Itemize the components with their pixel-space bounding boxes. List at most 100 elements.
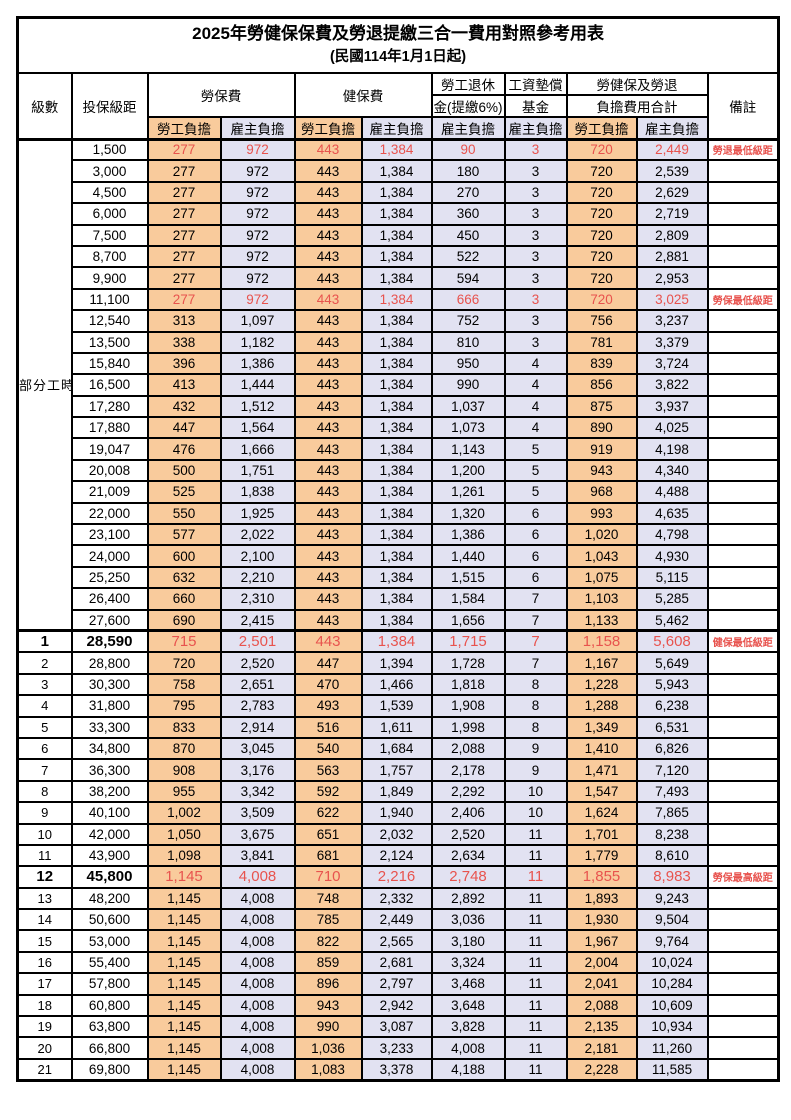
bracket-cell: 19,047 bbox=[70, 437, 149, 461]
value-cell: 1,471 bbox=[565, 758, 638, 782]
value-cell: 1,515 bbox=[430, 565, 506, 590]
level-cell: 12 bbox=[16, 865, 73, 889]
value-cell: 950 bbox=[430, 351, 506, 376]
table-row: 17,880 447 1,564 443 1,384 1,073 4 890 4,025 bbox=[18, 416, 780, 440]
table-row: 4 31,800 795 2,783 493 1,539 1,908 8 1,288 6,238 bbox=[16, 694, 780, 718]
value-cell: 972 bbox=[219, 137, 296, 162]
remark-cell bbox=[706, 159, 780, 183]
value-cell: 2,100 bbox=[219, 544, 296, 568]
value-cell: 5,649 bbox=[635, 651, 709, 675]
value-cell: 4,008 bbox=[219, 1014, 296, 1039]
value-cell: 277 bbox=[146, 266, 222, 290]
value-cell: 1,757 bbox=[360, 758, 433, 782]
value-cell: 1,050 bbox=[146, 822, 222, 846]
value-cell: 990 bbox=[430, 373, 506, 397]
value-cell: 1,145 bbox=[146, 1036, 222, 1060]
value-cell: 6,238 bbox=[635, 694, 709, 718]
value-cell: 4,008 bbox=[219, 908, 296, 932]
value-cell: 2,501 bbox=[219, 629, 296, 654]
value-cell: 720 bbox=[565, 180, 638, 205]
value-cell: 3,841 bbox=[219, 843, 296, 868]
value-cell: 2,088 bbox=[430, 736, 506, 761]
value-cell: 443 bbox=[293, 330, 363, 354]
remark-cell bbox=[706, 330, 780, 354]
value-cell: 1,075 bbox=[565, 565, 638, 590]
value-cell: 2,892 bbox=[430, 886, 506, 911]
remark-cell bbox=[706, 523, 780, 547]
remark-cell bbox=[706, 779, 780, 804]
value-cell: 1,037 bbox=[430, 394, 506, 419]
table-row: 27,600 690 2,415 443 1,384 1,656 7 1,133 5,462 bbox=[18, 608, 780, 633]
value-cell: 2,520 bbox=[430, 822, 506, 846]
value-cell: 443 bbox=[293, 373, 363, 397]
bracket-cell: 23,100 bbox=[70, 523, 149, 547]
value-cell: 1,145 bbox=[146, 993, 222, 1018]
value-cell: 10,284 bbox=[635, 972, 709, 996]
bracket-cell: 6,000 bbox=[70, 202, 149, 226]
value-cell: 10 bbox=[503, 779, 568, 804]
table-row: 5 33,300 833 2,914 516 1,611 1,998 8 1,349 6,531 bbox=[16, 715, 780, 739]
value-cell: 5,285 bbox=[635, 587, 709, 611]
value-cell: 443 bbox=[293, 180, 363, 205]
value-cell: 4,025 bbox=[635, 416, 709, 440]
value-cell: 972 bbox=[219, 223, 296, 247]
value-cell: 443 bbox=[293, 565, 363, 590]
bracket-cell: 9,900 bbox=[70, 266, 149, 290]
value-cell: 795 bbox=[146, 694, 222, 718]
value-cell: 2,210 bbox=[219, 565, 296, 590]
value-cell: 2,797 bbox=[360, 972, 433, 996]
value-cell: 839 bbox=[565, 351, 638, 376]
value-cell: 720 bbox=[565, 202, 638, 226]
table-row: 15 53,000 1,145 4,008 822 2,565 3,180 11 1,967 9,… bbox=[16, 929, 780, 953]
bracket-cell: 24,000 bbox=[70, 544, 149, 568]
value-cell: 2,004 bbox=[565, 950, 638, 975]
value-cell: 1,384 bbox=[360, 309, 433, 333]
bracket-cell: 40,100 bbox=[70, 801, 149, 825]
value-cell: 4,340 bbox=[635, 458, 709, 483]
table-row: 15,840 396 1,386 443 1,384 950 4 839 3,724 bbox=[18, 351, 780, 376]
value-cell: 3,937 bbox=[635, 394, 709, 419]
value-cell: 748 bbox=[293, 886, 363, 911]
table-row: 8,700 277 972 443 1,384 522 3 720 2,881 bbox=[18, 244, 780, 269]
value-cell: 2,181 bbox=[565, 1036, 638, 1060]
value-cell: 470 bbox=[293, 672, 363, 697]
value-cell: 1,158 bbox=[565, 629, 638, 654]
value-cell: 3 bbox=[503, 330, 568, 354]
remark-cell: 勞保最高級距 bbox=[706, 865, 780, 889]
remark-cell bbox=[706, 244, 780, 269]
value-cell: 1,930 bbox=[565, 908, 638, 932]
value-cell: 270 bbox=[430, 180, 506, 205]
value-cell: 2,634 bbox=[430, 843, 506, 868]
remark-cell bbox=[706, 351, 780, 376]
value-cell: 1,384 bbox=[360, 223, 433, 247]
value-cell: 396 bbox=[146, 351, 222, 376]
bracket-cell: 1,500 bbox=[70, 137, 149, 162]
value-cell: 1,384 bbox=[360, 587, 433, 611]
value-cell: 277 bbox=[146, 202, 222, 226]
level-cell: 14 bbox=[16, 908, 73, 932]
remark-cell bbox=[706, 458, 780, 483]
value-cell: 955 bbox=[146, 779, 222, 804]
value-cell: 972 bbox=[219, 287, 296, 312]
value-cell: 1,384 bbox=[360, 351, 433, 376]
value-cell: 856 bbox=[565, 373, 638, 397]
value-cell: 2,178 bbox=[430, 758, 506, 782]
value-cell: 1,145 bbox=[146, 886, 222, 911]
value-cell: 870 bbox=[146, 736, 222, 761]
value-cell: 1,228 bbox=[565, 672, 638, 697]
value-cell: 666 bbox=[430, 287, 506, 312]
value-cell: 993 bbox=[565, 501, 638, 526]
bracket-cell: 50,600 bbox=[70, 908, 149, 932]
value-cell: 2,088 bbox=[565, 993, 638, 1018]
value-cell: 443 bbox=[293, 266, 363, 290]
value-cell: 1,564 bbox=[219, 416, 296, 440]
value-cell: 3,724 bbox=[635, 351, 709, 376]
value-cell: 493 bbox=[293, 694, 363, 718]
remark-cell bbox=[706, 1057, 780, 1082]
bracket-cell: 66,800 bbox=[70, 1036, 149, 1060]
value-cell: 6,826 bbox=[635, 736, 709, 761]
value-cell: 11 bbox=[503, 993, 568, 1018]
bracket-cell: 20,008 bbox=[70, 458, 149, 483]
remark-cell bbox=[706, 587, 780, 611]
value-cell: 8 bbox=[503, 694, 568, 718]
